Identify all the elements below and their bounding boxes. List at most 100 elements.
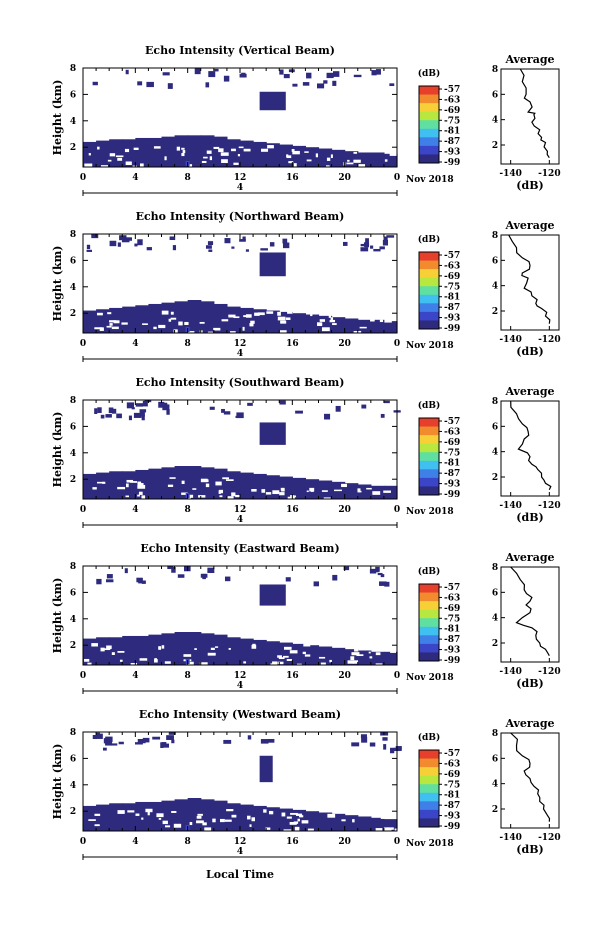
echo-cell bbox=[137, 738, 146, 744]
echo-cell bbox=[240, 140, 254, 167]
echo-gap bbox=[178, 321, 183, 326]
echo-cell bbox=[161, 633, 176, 665]
echo-cell bbox=[208, 249, 213, 252]
y-tick-label: 6 bbox=[70, 90, 76, 100]
echo-gap bbox=[162, 820, 168, 825]
echo-gap bbox=[280, 317, 285, 320]
echo-gap bbox=[247, 815, 251, 820]
echo-gap bbox=[279, 330, 287, 335]
echo-gap bbox=[363, 810, 366, 814]
echo-cell bbox=[97, 733, 103, 739]
echo-cell bbox=[166, 409, 170, 415]
x-tick-label: 12 bbox=[234, 671, 247, 681]
echo-cell bbox=[139, 409, 147, 413]
colorbar-segment bbox=[419, 145, 439, 155]
y-tick-label: 2 bbox=[70, 641, 76, 651]
echo-cell bbox=[174, 466, 189, 499]
x-tick-label: 4 bbox=[132, 671, 138, 681]
echo-gap bbox=[224, 819, 232, 822]
echo-gap bbox=[100, 647, 105, 652]
echo-gap bbox=[287, 311, 293, 314]
echo-cell bbox=[168, 732, 176, 735]
echo-cell bbox=[253, 639, 267, 665]
average-y-tick-label: 6 bbox=[492, 90, 498, 100]
echo-gap bbox=[198, 495, 206, 498]
echo-cell bbox=[135, 635, 150, 665]
echo-gap bbox=[286, 154, 289, 158]
echo-gap bbox=[302, 651, 306, 655]
echo-gap bbox=[395, 480, 402, 484]
echo-cell bbox=[370, 817, 385, 831]
echo-gap bbox=[205, 483, 210, 488]
echo-gap bbox=[280, 320, 287, 324]
average-x-label: (dB) bbox=[516, 179, 543, 192]
echo-gap bbox=[384, 319, 392, 323]
echo-cell bbox=[279, 642, 293, 665]
colorbar-frame bbox=[418, 749, 440, 828]
echo-cell bbox=[96, 578, 102, 585]
echo-cell bbox=[369, 742, 376, 747]
colorbar-segment bbox=[419, 643, 439, 653]
y-axis-label: Height (km) bbox=[51, 578, 64, 654]
average-title: Average bbox=[504, 219, 554, 232]
echo-gap bbox=[231, 148, 236, 152]
echo-cell bbox=[111, 408, 117, 414]
echo-cell bbox=[353, 74, 362, 78]
colorbar-tick-label: -63 bbox=[444, 759, 460, 769]
echo-cell bbox=[259, 252, 286, 277]
echo-gap bbox=[285, 317, 291, 320]
echo-gap bbox=[137, 484, 146, 489]
colorbar-segment bbox=[419, 758, 439, 768]
echo-gap bbox=[192, 488, 197, 490]
echo-gap bbox=[381, 644, 389, 648]
echo-gap bbox=[287, 496, 295, 500]
colorbar: (dB) -57-63-69-75-81-87-93-99 bbox=[418, 68, 460, 168]
echo-cell bbox=[242, 236, 246, 240]
colorbar-segment bbox=[419, 303, 439, 313]
echo-gap bbox=[96, 312, 103, 316]
echo-gap bbox=[288, 161, 294, 164]
echo-cell bbox=[383, 321, 398, 333]
echo-gap bbox=[168, 318, 172, 322]
echo-gap bbox=[304, 654, 311, 657]
x-tick-label: 0 bbox=[394, 173, 400, 183]
heatmap bbox=[83, 234, 398, 335]
echo-cell bbox=[379, 246, 385, 250]
echo-cell bbox=[231, 246, 235, 249]
echo-cell bbox=[382, 239, 389, 246]
colorbar-tick-label: -57 bbox=[444, 85, 460, 95]
echo-cell bbox=[171, 739, 175, 744]
echo-cell bbox=[335, 405, 341, 412]
day-label: 4 bbox=[237, 349, 243, 359]
echo-cell bbox=[383, 819, 398, 831]
colorbar-segment bbox=[419, 477, 439, 487]
echo-gap bbox=[383, 812, 392, 817]
echo-gap bbox=[173, 823, 182, 828]
echo-gap bbox=[117, 486, 126, 490]
echo-gap bbox=[126, 479, 134, 483]
echo-gap bbox=[204, 827, 212, 831]
echo-gap bbox=[289, 650, 298, 654]
echo-cell bbox=[187, 135, 202, 167]
average-title: Average bbox=[504, 551, 554, 564]
echo-gap bbox=[386, 827, 394, 830]
echo-cell bbox=[259, 584, 286, 606]
echo-cell bbox=[200, 573, 208, 578]
average-profile-line bbox=[510, 400, 552, 490]
heatmap bbox=[83, 68, 398, 169]
echo-cell bbox=[102, 747, 107, 751]
echo-gap bbox=[321, 490, 328, 492]
echo-cell bbox=[224, 238, 231, 244]
echo-gap bbox=[356, 654, 364, 657]
colorbar-tick-label: -87 bbox=[444, 801, 460, 811]
average-title: Average bbox=[504, 717, 554, 730]
echo-cell bbox=[146, 247, 152, 251]
average-y-tick-label: 8 bbox=[492, 563, 498, 573]
echo-cell bbox=[162, 743, 170, 748]
echo-gap bbox=[124, 148, 130, 153]
echo-cell bbox=[135, 305, 150, 333]
echo-gap bbox=[115, 155, 124, 158]
colorbar-segment bbox=[419, 111, 439, 121]
echo-cell bbox=[383, 651, 398, 665]
